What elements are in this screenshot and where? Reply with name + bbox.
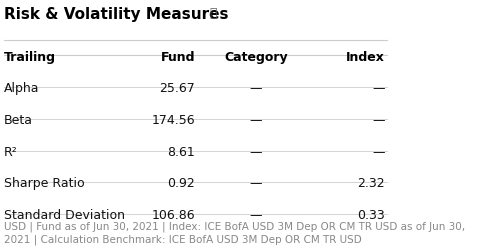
Text: Trailing: Trailing (4, 50, 56, 64)
Text: —: — (250, 114, 262, 126)
Text: R²: R² (4, 145, 18, 158)
Text: ⓘ: ⓘ (209, 8, 216, 20)
Text: Standard Deviation: Standard Deviation (4, 208, 125, 221)
Text: Beta: Beta (4, 114, 33, 126)
Text: —: — (372, 114, 385, 126)
Text: —: — (250, 176, 262, 190)
Text: 0.33: 0.33 (357, 208, 385, 221)
Text: 106.86: 106.86 (152, 208, 195, 221)
Text: 2.32: 2.32 (357, 176, 385, 190)
Text: Category: Category (224, 50, 288, 64)
Text: —: — (372, 82, 385, 95)
Text: USD | Fund as of Jun 30, 2021 | Index: ICE BofA USD 3M Dep OR CM TR USD as of Ju: USD | Fund as of Jun 30, 2021 | Index: I… (4, 220, 465, 244)
Text: 174.56: 174.56 (152, 114, 195, 126)
Text: 8.61: 8.61 (168, 145, 195, 158)
Text: —: — (250, 145, 262, 158)
Text: Risk & Volatility Measures: Risk & Volatility Measures (4, 8, 228, 22)
Text: 0.92: 0.92 (168, 176, 195, 190)
Text: Fund: Fund (161, 50, 195, 64)
Text: —: — (372, 145, 385, 158)
Text: —: — (250, 82, 262, 95)
Text: —: — (250, 208, 262, 221)
Text: 25.67: 25.67 (160, 82, 195, 95)
Text: Sharpe Ratio: Sharpe Ratio (4, 176, 84, 190)
Text: Index: Index (346, 50, 385, 64)
Text: Alpha: Alpha (4, 82, 40, 95)
